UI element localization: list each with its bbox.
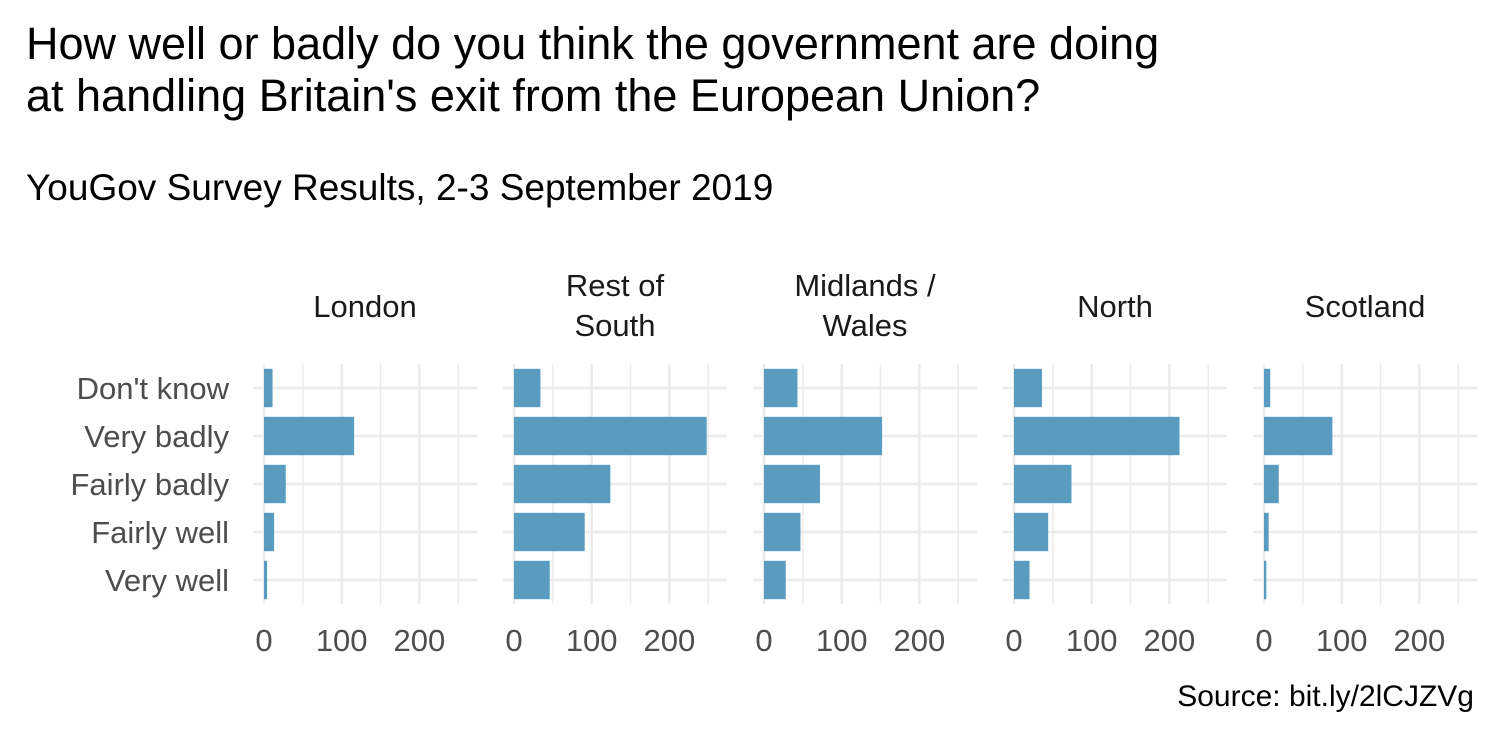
x-tick-label: 100 <box>316 623 368 658</box>
bar <box>514 512 585 552</box>
category-label: Very well <box>105 563 229 598</box>
bar <box>1264 464 1279 504</box>
category-label: Fairly badly <box>71 467 230 502</box>
x-tick-label: 100 <box>816 623 868 658</box>
bar <box>1014 368 1042 408</box>
category-label: Very badly <box>84 419 229 454</box>
facet-label: Scotland <box>1305 289 1426 324</box>
bar <box>514 416 707 456</box>
bar <box>514 464 611 504</box>
facet-label: London <box>313 289 416 324</box>
x-tick-label: 200 <box>1394 623 1446 658</box>
bar <box>1264 368 1271 408</box>
bar <box>1014 464 1072 504</box>
bar <box>264 416 355 456</box>
bar <box>1264 560 1267 600</box>
bar <box>1264 512 1269 552</box>
bar <box>764 512 801 552</box>
bar <box>764 560 786 600</box>
chart-title: How well or badly do you think the gover… <box>26 18 1160 121</box>
source-caption: Source: bit.ly/2lCJZVg <box>1177 680 1474 713</box>
x-tick-label: 200 <box>1144 623 1196 658</box>
x-tick-label: 0 <box>1005 623 1022 658</box>
x-tick-label: 100 <box>566 623 618 658</box>
bar <box>1264 416 1333 456</box>
bar <box>1014 560 1030 600</box>
bar <box>764 464 820 504</box>
facet-label: Midlands / Wales <box>794 268 936 343</box>
x-tick-label: 0 <box>255 623 272 658</box>
bar <box>764 416 883 456</box>
chart-subtitle: YouGov Survey Results, 2-3 September 201… <box>26 167 774 208</box>
x-tick-label: 0 <box>505 623 522 658</box>
facet-label: North <box>1077 289 1153 324</box>
bar <box>264 560 268 600</box>
x-tick-label: 200 <box>894 623 946 658</box>
bar <box>1014 416 1180 456</box>
category-label: Don't know <box>77 371 230 406</box>
x-tick-label: 200 <box>394 623 446 658</box>
x-tick-label: 100 <box>1066 623 1118 658</box>
bar <box>1014 512 1049 552</box>
facet-label: Rest of South <box>566 268 665 343</box>
category-label: Fairly well <box>91 515 229 550</box>
bar <box>514 368 541 408</box>
bar <box>264 464 286 504</box>
bar <box>264 512 275 552</box>
x-tick-label: 200 <box>644 623 696 658</box>
bar <box>264 368 273 408</box>
x-tick-label: 100 <box>1316 623 1368 658</box>
bar <box>764 368 798 408</box>
x-tick-label: 0 <box>1255 623 1272 658</box>
x-tick-label: 0 <box>755 623 772 658</box>
bar <box>514 560 550 600</box>
